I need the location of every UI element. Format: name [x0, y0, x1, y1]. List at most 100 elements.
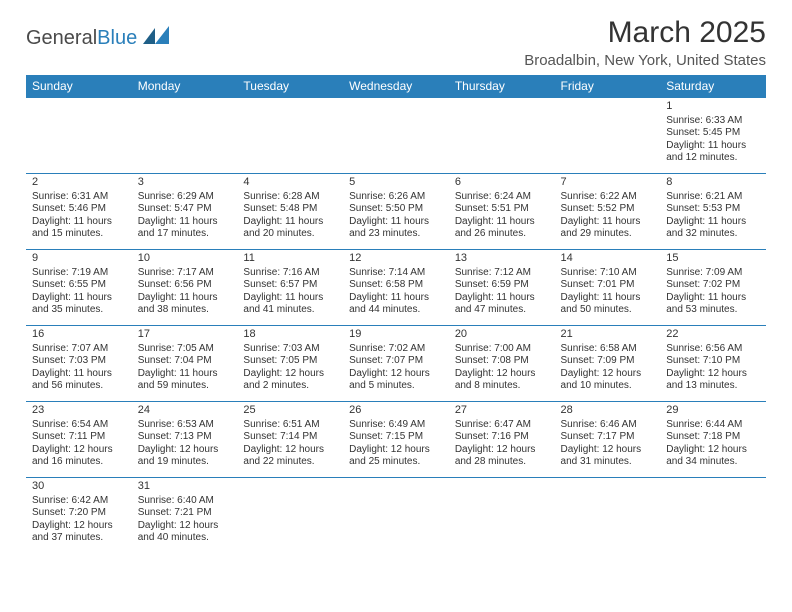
sunrise-line: Sunrise: 7:17 AM [138, 267, 232, 280]
weekday-header: Friday [555, 75, 661, 98]
sunset-line: Sunset: 5:47 PM [138, 203, 232, 216]
day-number: 30 [32, 480, 126, 494]
calendar-cell [343, 98, 449, 174]
logo-word-2: Blue [97, 27, 137, 50]
calendar-cell: 20Sunrise: 7:00 AMSunset: 7:08 PMDayligh… [449, 326, 555, 402]
sunrise-line: Sunrise: 7:16 AM [243, 267, 337, 280]
calendar-cell: 28Sunrise: 6:46 AMSunset: 7:17 PMDayligh… [555, 402, 661, 478]
sunset-line: Sunset: 5:48 PM [243, 203, 337, 216]
calendar-cell: 29Sunrise: 6:44 AMSunset: 7:18 PMDayligh… [660, 402, 766, 478]
daylight-line-1: Daylight: 11 hours [561, 216, 655, 229]
calendar-cell: 5Sunrise: 6:26 AMSunset: 5:50 PMDaylight… [343, 174, 449, 250]
calendar-cell [26, 98, 132, 174]
day-number: 15 [666, 252, 760, 266]
daylight-line-2: and 41 minutes. [243, 304, 337, 317]
day-number: 22 [666, 328, 760, 342]
day-number: 21 [561, 328, 655, 342]
calendar-cell: 30Sunrise: 6:42 AMSunset: 7:20 PMDayligh… [26, 478, 132, 554]
calendar-cell: 2Sunrise: 6:31 AMSunset: 5:46 PMDaylight… [26, 174, 132, 250]
sunrise-line: Sunrise: 7:12 AM [455, 267, 549, 280]
weekday-header: Wednesday [343, 75, 449, 98]
day-number: 3 [138, 176, 232, 190]
daylight-line-2: and 12 minutes. [666, 152, 760, 165]
sunrise-line: Sunrise: 6:47 AM [455, 419, 549, 432]
daylight-line-1: Daylight: 11 hours [32, 292, 126, 305]
daylight-line-2: and 50 minutes. [561, 304, 655, 317]
daylight-line-2: and 26 minutes. [455, 228, 549, 241]
sunrise-line: Sunrise: 6:33 AM [666, 115, 760, 128]
calendar-cell: 22Sunrise: 6:56 AMSunset: 7:10 PMDayligh… [660, 326, 766, 402]
calendar-cell: 17Sunrise: 7:05 AMSunset: 7:04 PMDayligh… [132, 326, 238, 402]
sunset-line: Sunset: 5:52 PM [561, 203, 655, 216]
sunrise-line: Sunrise: 7:05 AM [138, 343, 232, 356]
calendar-cell: 13Sunrise: 7:12 AMSunset: 6:59 PMDayligh… [449, 250, 555, 326]
calendar-cell [237, 98, 343, 174]
day-number: 20 [455, 328, 549, 342]
day-number: 9 [32, 252, 126, 266]
sunset-line: Sunset: 5:53 PM [666, 203, 760, 216]
daylight-line-2: and 2 minutes. [243, 380, 337, 393]
daylight-line-1: Daylight: 11 hours [243, 292, 337, 305]
page-title: March 2025 [608, 16, 766, 50]
calendar-cell [449, 98, 555, 174]
sunset-line: Sunset: 6:58 PM [349, 279, 443, 292]
daylight-line-2: and 28 minutes. [455, 456, 549, 469]
sunset-line: Sunset: 6:59 PM [455, 279, 549, 292]
sunrise-line: Sunrise: 6:29 AM [138, 191, 232, 204]
sunrise-line: Sunrise: 6:56 AM [666, 343, 760, 356]
day-number: 29 [666, 404, 760, 418]
sunrise-line: Sunrise: 7:14 AM [349, 267, 443, 280]
daylight-line-2: and 40 minutes. [138, 532, 232, 545]
daylight-line-2: and 56 minutes. [32, 380, 126, 393]
daylight-line-1: Daylight: 12 hours [349, 444, 443, 457]
sunrise-line: Sunrise: 7:03 AM [243, 343, 337, 356]
sunrise-line: Sunrise: 6:46 AM [561, 419, 655, 432]
sunset-line: Sunset: 7:05 PM [243, 355, 337, 368]
daylight-line-1: Daylight: 12 hours [349, 368, 443, 381]
sunset-line: Sunset: 7:02 PM [666, 279, 760, 292]
sunrise-line: Sunrise: 7:19 AM [32, 267, 126, 280]
sunrise-line: Sunrise: 7:10 AM [561, 267, 655, 280]
sunrise-line: Sunrise: 6:49 AM [349, 419, 443, 432]
daylight-line-2: and 32 minutes. [666, 228, 760, 241]
calendar-cell: 1Sunrise: 6:33 AMSunset: 5:45 PMDaylight… [660, 98, 766, 174]
sunset-line: Sunset: 7:20 PM [32, 507, 126, 520]
sunrise-line: Sunrise: 6:42 AM [32, 495, 126, 508]
sunset-line: Sunset: 6:56 PM [138, 279, 232, 292]
day-number: 10 [138, 252, 232, 266]
calendar-cell: 7Sunrise: 6:22 AMSunset: 5:52 PMDaylight… [555, 174, 661, 250]
sunrise-line: Sunrise: 6:51 AM [243, 419, 337, 432]
sunrise-line: Sunrise: 6:31 AM [32, 191, 126, 204]
calendar-cell: 14Sunrise: 7:10 AMSunset: 7:01 PMDayligh… [555, 250, 661, 326]
daylight-line-1: Daylight: 11 hours [138, 216, 232, 229]
calendar-cell: 12Sunrise: 7:14 AMSunset: 6:58 PMDayligh… [343, 250, 449, 326]
daylight-line-2: and 19 minutes. [138, 456, 232, 469]
daylight-line-2: and 53 minutes. [666, 304, 760, 317]
day-number: 13 [455, 252, 549, 266]
day-number: 8 [666, 176, 760, 190]
calendar-cell: 15Sunrise: 7:09 AMSunset: 7:02 PMDayligh… [660, 250, 766, 326]
logo-mark-icon [143, 26, 171, 50]
weekday-header: Thursday [449, 75, 555, 98]
weekday-header: Sunday [26, 75, 132, 98]
sunset-line: Sunset: 7:01 PM [561, 279, 655, 292]
calendar-cell [660, 478, 766, 554]
day-number: 4 [243, 176, 337, 190]
calendar-cell: 3Sunrise: 6:29 AMSunset: 5:47 PMDaylight… [132, 174, 238, 250]
sunrise-line: Sunrise: 6:21 AM [666, 191, 760, 204]
day-number: 27 [455, 404, 549, 418]
calendar-cell: 10Sunrise: 7:17 AMSunset: 6:56 PMDayligh… [132, 250, 238, 326]
sunrise-line: Sunrise: 6:54 AM [32, 419, 126, 432]
calendar-cell: 9Sunrise: 7:19 AMSunset: 6:55 PMDaylight… [26, 250, 132, 326]
daylight-line-1: Daylight: 12 hours [561, 368, 655, 381]
day-number: 25 [243, 404, 337, 418]
sunrise-line: Sunrise: 6:40 AM [138, 495, 232, 508]
daylight-line-2: and 13 minutes. [666, 380, 760, 393]
sunrise-line: Sunrise: 7:00 AM [455, 343, 549, 356]
calendar-cell [555, 98, 661, 174]
calendar-cell [449, 478, 555, 554]
sunrise-line: Sunrise: 7:02 AM [349, 343, 443, 356]
daylight-line-2: and 25 minutes. [349, 456, 443, 469]
calendar-cell: 31Sunrise: 6:40 AMSunset: 7:21 PMDayligh… [132, 478, 238, 554]
sunset-line: Sunset: 7:07 PM [349, 355, 443, 368]
